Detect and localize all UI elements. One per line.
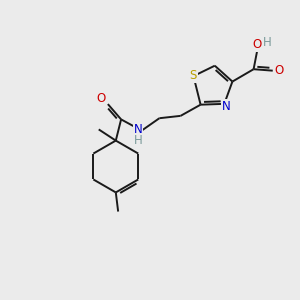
Text: O: O — [253, 38, 262, 51]
Text: O: O — [274, 64, 284, 77]
Text: H: H — [134, 134, 142, 146]
Text: H: H — [263, 36, 272, 49]
Text: O: O — [97, 92, 106, 105]
Text: S: S — [189, 69, 197, 82]
Text: N: N — [134, 123, 142, 136]
Text: N: N — [222, 100, 231, 113]
